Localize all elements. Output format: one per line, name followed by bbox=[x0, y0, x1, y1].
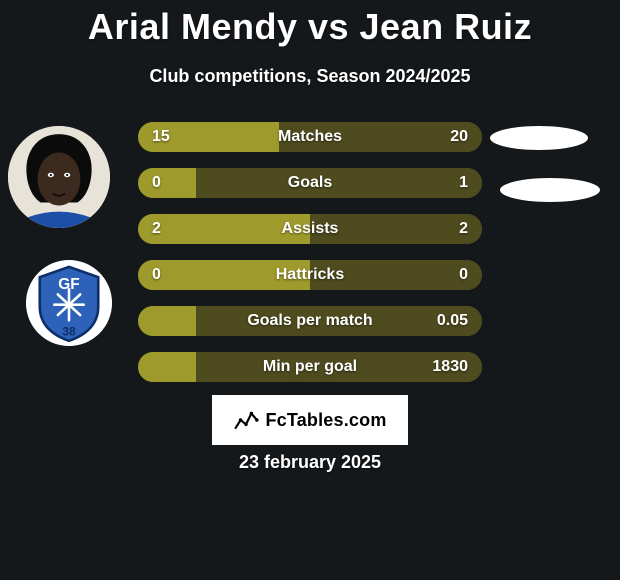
stat-value-left: 0 bbox=[152, 260, 161, 290]
stat-value-right: 1830 bbox=[432, 352, 468, 382]
stat-value-right: 20 bbox=[450, 122, 468, 152]
page-title: Arial Mendy vs Jean Ruiz bbox=[0, 0, 620, 48]
player-slot-2 bbox=[500, 178, 600, 202]
stat-row: Min per goal1830 bbox=[138, 352, 482, 382]
stat-row: Goals per match0.05 bbox=[138, 306, 482, 336]
stat-value-right: 1 bbox=[459, 168, 468, 198]
stat-value-right: 2 bbox=[459, 214, 468, 244]
stats-container: Matches1520Goals01Assists22Hattricks00Go… bbox=[138, 122, 482, 398]
stat-value-left: 0 bbox=[152, 168, 161, 198]
subtitle: Club competitions, Season 2024/2025 bbox=[0, 66, 620, 87]
player-photo bbox=[8, 126, 110, 228]
stat-label: Goals per match bbox=[138, 306, 482, 336]
club-logo-illustration: GF 38 bbox=[26, 260, 112, 346]
stat-value-right: 0 bbox=[459, 260, 468, 290]
club-logo: GF 38 bbox=[26, 260, 112, 346]
stat-label: Matches bbox=[138, 122, 482, 152]
stat-label: Hattricks bbox=[138, 260, 482, 290]
stat-value-right: 0.05 bbox=[437, 306, 468, 336]
stat-value-left: 2 bbox=[152, 214, 161, 244]
chart-icon bbox=[233, 407, 259, 433]
stat-value-left: 15 bbox=[152, 122, 170, 152]
stat-label: Assists bbox=[138, 214, 482, 244]
stat-label: Min per goal bbox=[138, 352, 482, 382]
brand-box[interactable]: FcTables.com bbox=[212, 395, 408, 445]
stat-label: Goals bbox=[138, 168, 482, 198]
player-slot-1 bbox=[490, 126, 588, 150]
svg-text:38: 38 bbox=[62, 325, 76, 339]
stat-row: Hattricks0 0 bbox=[138, 260, 482, 290]
brand-text: FcTables.com bbox=[265, 410, 386, 431]
player-illustration bbox=[8, 126, 110, 228]
stat-row: Assists2 2 bbox=[138, 214, 482, 244]
stat-row: Matches15 20 bbox=[138, 122, 482, 152]
date-text: 23 february 2025 bbox=[0, 452, 620, 473]
stat-row: Goals0 1 bbox=[138, 168, 482, 198]
